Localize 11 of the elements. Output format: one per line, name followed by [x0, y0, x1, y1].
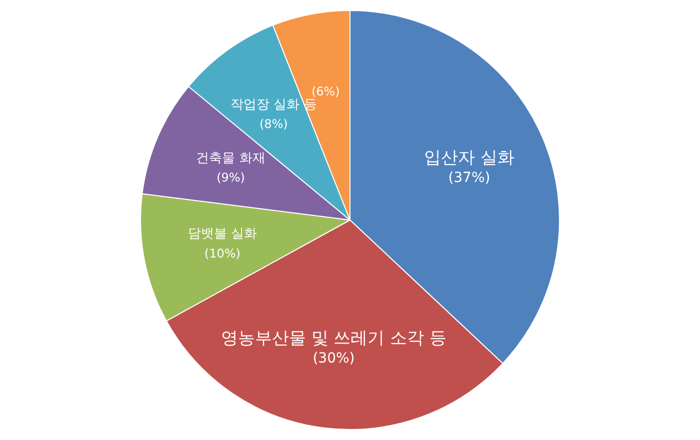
- data-label: (9%): [216, 170, 245, 185]
- slice-label: 영농부산물 및 쓰레기 소각 등: [220, 328, 447, 348]
- data-label: (10%): [204, 246, 240, 260]
- slice-label: 작업장 실화 등: [230, 97, 317, 112]
- slice-label: 담뱃불 실화: [188, 226, 257, 242]
- data-label: (6%): [311, 84, 340, 99]
- slice-label: 입산자 실화: [424, 148, 514, 168]
- slice-label: 건축물 화재: [196, 150, 266, 166]
- data-label: (8%): [259, 117, 288, 132]
- data-label: (30%): [312, 350, 355, 367]
- data-label: (37%): [448, 170, 490, 186]
